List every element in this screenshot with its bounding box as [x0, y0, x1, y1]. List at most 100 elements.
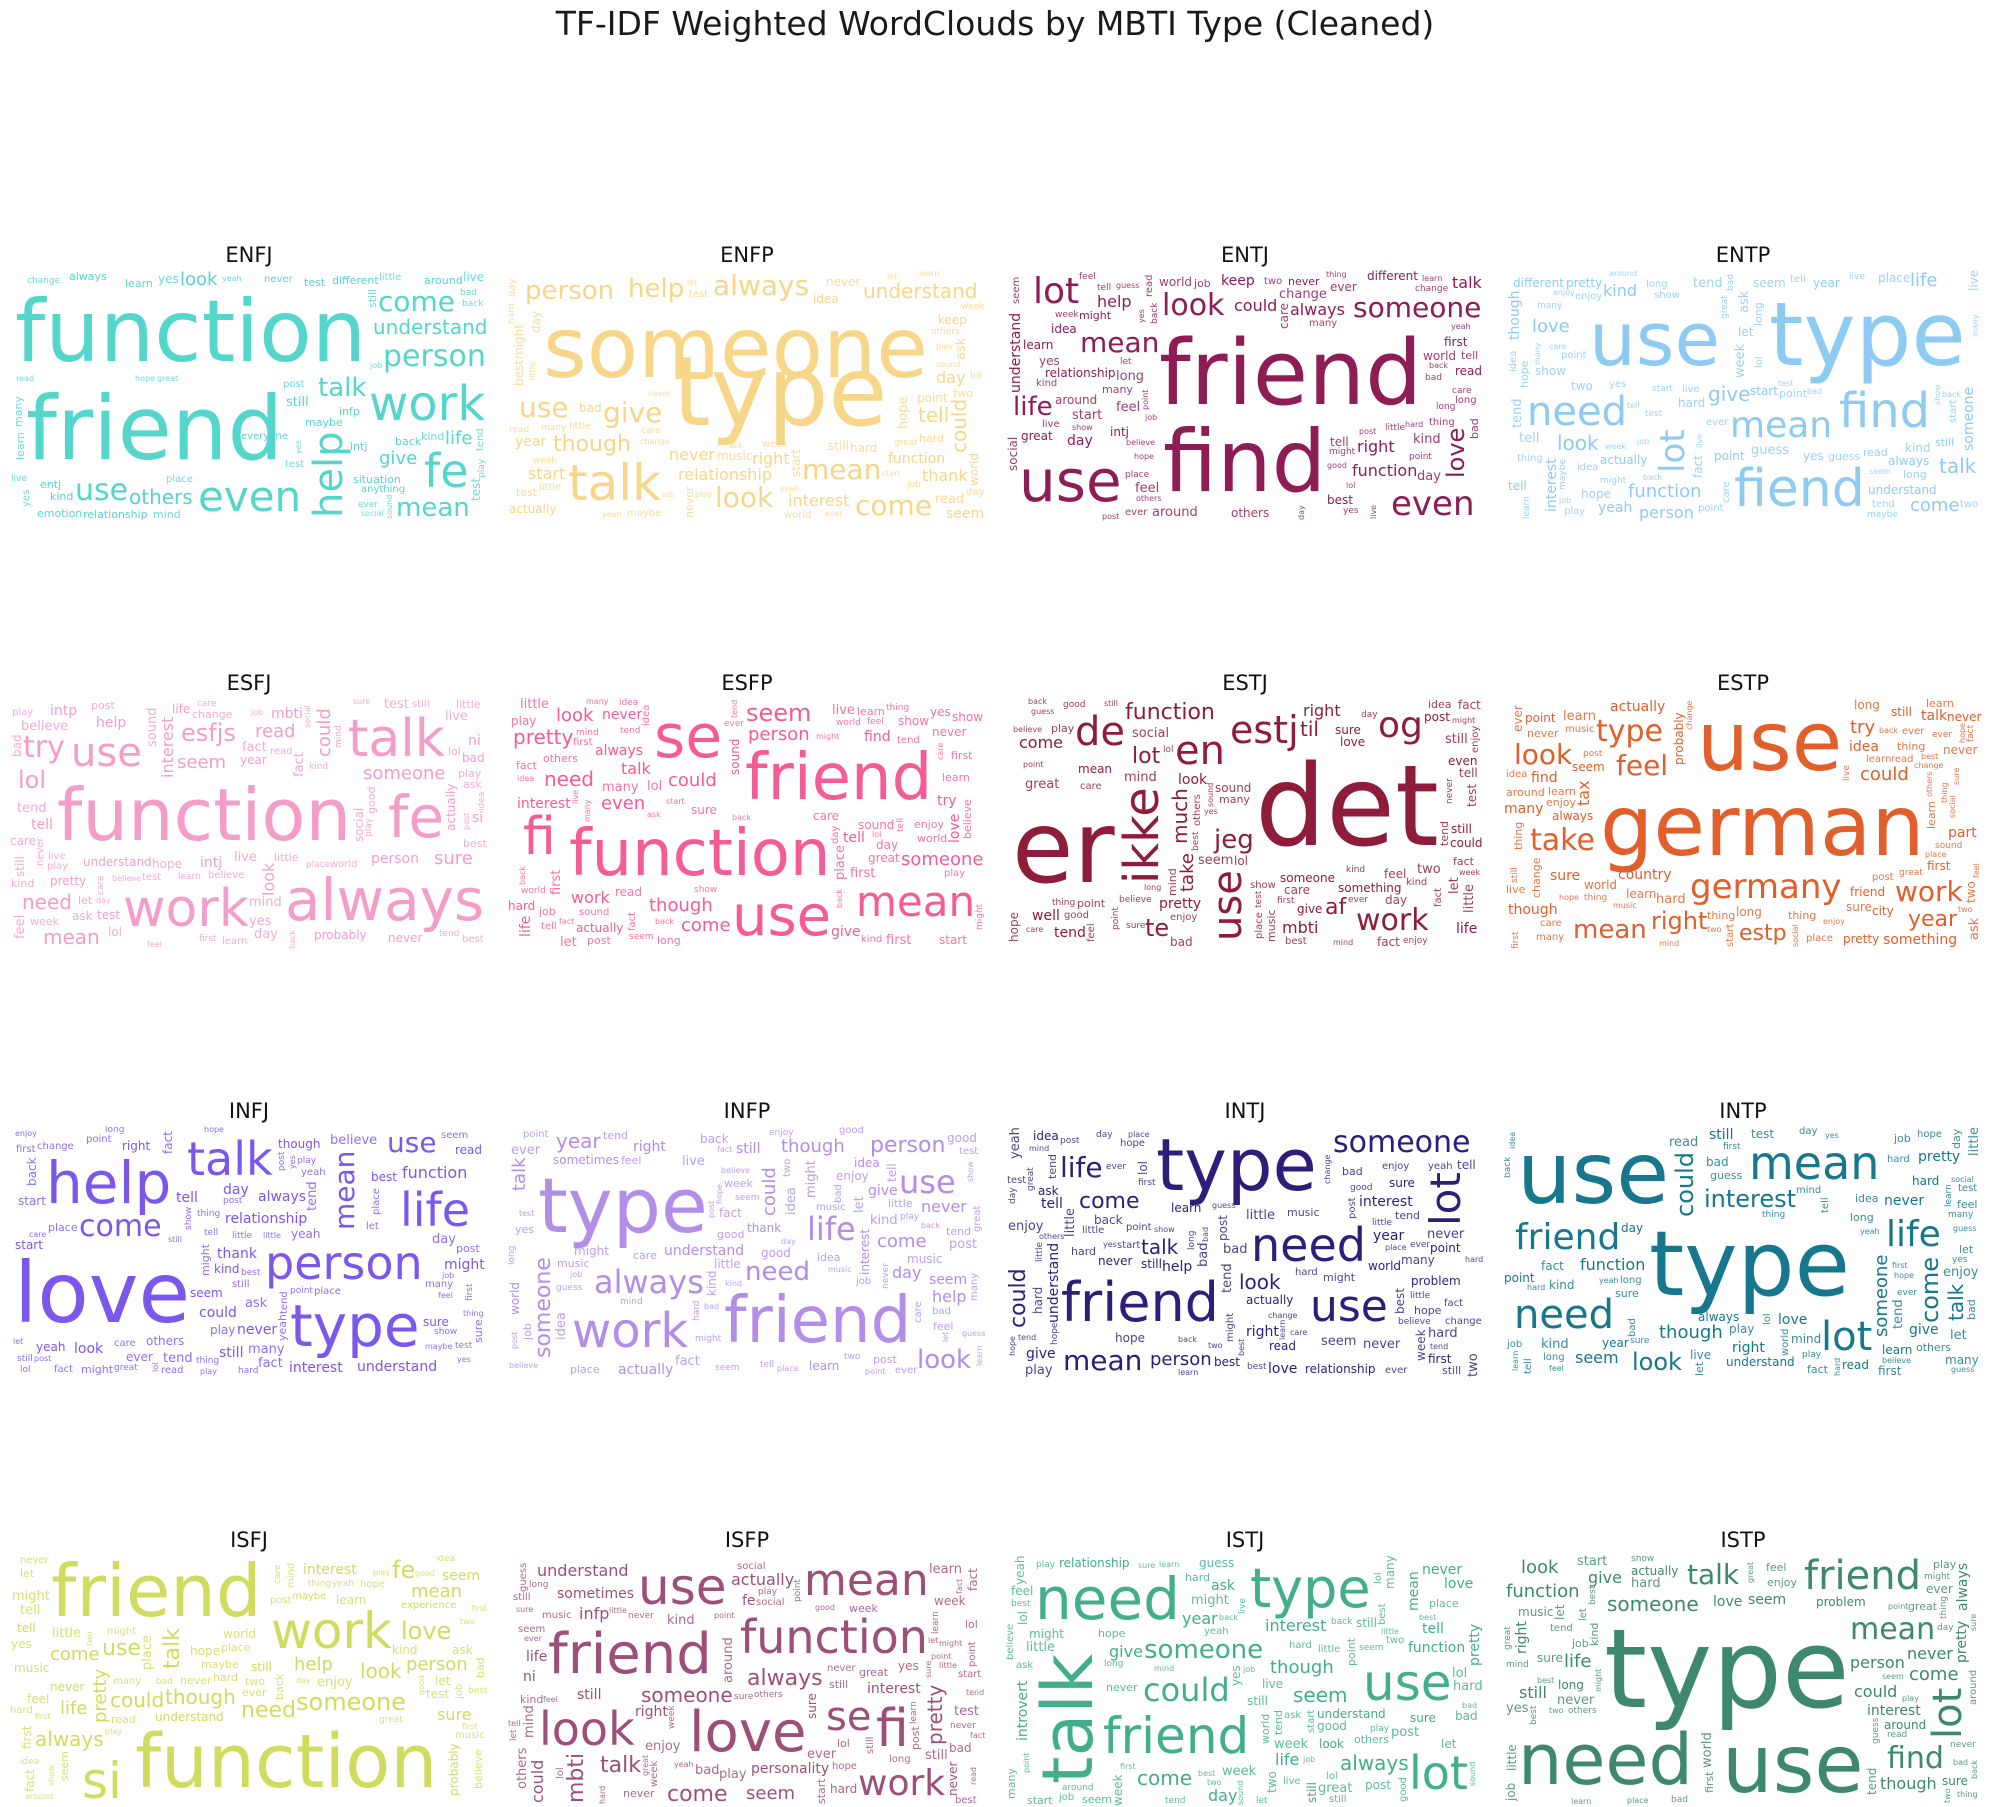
wordcloud-word-minor: tell: [1627, 401, 1640, 410]
wordcloud-word: emotion: [37, 507, 83, 520]
wordcloud-word: talk: [160, 1628, 185, 1669]
wordcloud-word-minor: enjoy: [1170, 912, 1198, 923]
wordcloud-word: understand: [1868, 483, 1937, 497]
wordcloud-word-minor: around: [1055, 393, 1098, 407]
wordcloud-word: mean: [43, 925, 100, 949]
wordcloud-word-minor: let: [1950, 1328, 1967, 1343]
wordcloud-word-minor: idea: [1506, 769, 1528, 780]
wordcloud-word-minor: guess: [1871, 1717, 1881, 1744]
wordcloud-word-minor: ask: [729, 441, 743, 450]
wordcloud-word-minor: world: [1700, 1732, 1715, 1768]
wordcloud-word: different: [1513, 276, 1564, 290]
panel-title: INFP: [723, 1099, 771, 1123]
wordcloud-word: country: [1618, 867, 1672, 883]
wordcloud-word: person: [371, 851, 419, 867]
wordcloud-word: intp: [50, 703, 78, 719]
wordcloud-word-minor: believe: [1013, 725, 1043, 734]
wordcloud-word-minor: yeah: [1008, 1127, 1023, 1159]
wordcloud-word-minor: ever: [242, 1686, 267, 1699]
wordcloud-word-minor: yeah: [1013, 1555, 1027, 1585]
wordcloud-word-minor: might: [199, 1243, 212, 1276]
wordcloud-word-minor: world: [1159, 275, 1193, 289]
wordcloud-word-minor: music: [542, 1610, 572, 1621]
wordcloud-word-minor: kind: [1406, 877, 1428, 888]
wordcloud-word-minor: long: [1903, 468, 1927, 481]
wordcloud-word-minor: place: [48, 1221, 78, 1234]
wordcloud-word-minor: job: [907, 480, 921, 490]
wordcloud-word-minor: social: [737, 1561, 766, 1572]
wordcloud-word: help: [932, 1287, 967, 1306]
wordcloud-word-minor: play: [719, 1767, 747, 1782]
wordcloud-word-minor: lol: [1762, 1313, 1773, 1325]
wordcloud-word: point: [1504, 1271, 1535, 1285]
wordcloud-word-minor: thing: [1326, 270, 1347, 279]
wordcloud-word-minor: post: [1216, 1215, 1230, 1241]
wordcloud-word: pretty: [1467, 1623, 1483, 1666]
wordcloud-word-minor: day: [1297, 505, 1306, 520]
wordcloud-word-minor: little: [1385, 423, 1406, 433]
wordcloud-word-minor: yes: [515, 1223, 535, 1236]
wordcloud-word-minor: good: [1064, 910, 1089, 921]
wordcloud-word-minor: two: [782, 1158, 793, 1177]
wordcloud-word: right: [1357, 437, 1395, 456]
wordcloud-word-minor: little: [1410, 1291, 1431, 1301]
wordcloud-word-minor: never: [180, 1674, 212, 1687]
wordcloud-word-minor: hope: [135, 374, 155, 383]
wordcloud-word: talk: [1687, 1558, 1740, 1591]
wordcloud-word: mbti: [1282, 918, 1319, 937]
wordcloud-word-minor: first: [1703, 1771, 1716, 1794]
wordcloud-word-minor: start: [1577, 1555, 1608, 1569]
wordcloud-word-minor: seem: [1011, 276, 1022, 304]
wordcloud-word: mean: [328, 1150, 361, 1230]
wordcloud-word-minor: sound: [1935, 841, 1963, 851]
wordcloud-word-minor: lol: [108, 925, 123, 939]
wordcloud-word: come: [877, 1231, 927, 1252]
wordcloud-word-minor: thing: [1939, 1595, 1949, 1619]
wordcloud-word-minor: fact: [675, 1354, 700, 1369]
wordcloud-word-minor: start: [18, 1194, 46, 1208]
wordcloud-word-minor: enjoy: [1403, 936, 1428, 946]
wordcloud-word-minor: change: [1685, 700, 1694, 730]
wordcloud-word-minor: job: [1572, 1637, 1589, 1650]
wordcloud-word-minor: many: [1102, 383, 1133, 396]
wordcloud-word-minor: start: [958, 1669, 982, 1680]
wordcloud-word-minor: test: [469, 477, 483, 501]
wordcloud-word: type: [1596, 714, 1664, 749]
wordcloud: det er ikke en use de estj og work jeg te function l…: [1006, 698, 1484, 950]
wordcloud-word-minor: idea: [1428, 698, 1452, 711]
wordcloud-word-minor: sure: [353, 698, 371, 706]
wordcloud-word: talk: [600, 1753, 641, 1778]
wordcloud-word-minor: care: [114, 1338, 136, 1349]
wordcloud-word-minor: hope: [1414, 1304, 1442, 1317]
wordcloud-word: use: [519, 391, 569, 424]
wordcloud-word-minor: mind: [1166, 868, 1179, 896]
wordcloud-word: fe: [388, 783, 445, 851]
wordcloud: love help type talk person life come use mean fun…: [10, 1126, 488, 1378]
wordcloud-word-minor: yeah: [602, 510, 622, 519]
wordcloud-word: help: [294, 1654, 333, 1675]
wordcloud-word-minor: tell: [541, 921, 557, 932]
wordcloud-word: never: [237, 1322, 278, 1338]
wordcloud-word-minor: change: [192, 708, 233, 721]
wordcloud-word-minor: job: [570, 1270, 583, 1279]
wordcloud-word-minor: back: [1942, 390, 1962, 399]
wordcloud-word: need: [745, 1257, 810, 1287]
wordcloud-word-minor: never: [881, 1263, 891, 1289]
wordcloud-word-minor: social: [352, 807, 366, 842]
wordcloud-panel-enfp: ENFP type someone talk come use mean look give al…: [508, 242, 986, 522]
wordcloud-word-minor: place: [1806, 933, 1833, 944]
wordcloud-word: come: [50, 1644, 100, 1665]
wordcloud-word: life: [1564, 1651, 1592, 1672]
wordcloud-word-minor: feel: [543, 1695, 558, 1704]
wordcloud-word-minor: live: [571, 789, 580, 804]
wordcloud-word-minor: little: [274, 851, 299, 864]
wordcloud-word: love: [1442, 427, 1470, 478]
wordcloud-word-minor: tell: [1519, 431, 1540, 446]
wordcloud-word-minor: ask: [647, 810, 661, 819]
wordcloud-word-minor: start: [882, 469, 901, 478]
wordcloud-word-minor: back: [1643, 473, 1663, 482]
wordcloud-word-minor: ever: [1897, 1288, 1918, 1298]
wordcloud-word: interest: [867, 1681, 921, 1697]
wordcloud-word-minor: music: [907, 1252, 943, 1266]
wordcloud-word: though: [165, 1685, 236, 1709]
